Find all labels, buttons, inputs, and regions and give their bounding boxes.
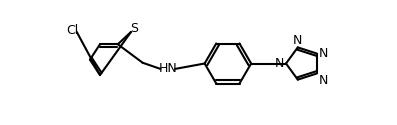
Text: N: N	[275, 57, 284, 70]
Text: N: N	[318, 47, 328, 60]
Text: N: N	[293, 34, 303, 47]
Text: HN: HN	[159, 62, 177, 75]
Text: S: S	[130, 22, 138, 35]
Text: N: N	[318, 74, 328, 87]
Text: Cl: Cl	[67, 24, 79, 37]
